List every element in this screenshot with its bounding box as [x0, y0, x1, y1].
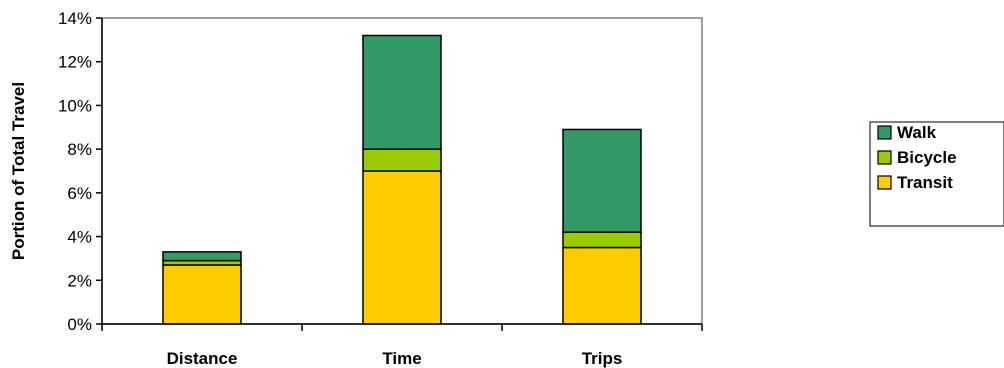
legend-frame — [869, 121, 1004, 227]
x-category-label: Trips — [582, 349, 623, 368]
y-tick-label: 6% — [67, 184, 92, 203]
bar-transit-trips — [562, 246, 642, 325]
legend: Walk Bicycle Transit — [869, 121, 1004, 227]
y-tick-label: 12% — [58, 53, 92, 72]
x-category-label: Distance — [167, 349, 238, 368]
y-axis-ticks: 0% 2% 4% 6% 8% 10% 12% 14% — [58, 9, 102, 334]
bar-walk-distance — [162, 251, 242, 262]
bar-transit-distance — [162, 264, 242, 325]
legend-swatch-walk — [877, 125, 892, 140]
bar-bicycle-trips — [562, 231, 642, 249]
y-tick-label: 14% — [58, 9, 92, 28]
bar-bicycle-time — [362, 148, 442, 172]
x-axis-ticks: Distance Time Trips — [101, 324, 703, 368]
y-tick-label: 0% — [67, 315, 92, 334]
bar-walk-time — [362, 34, 442, 150]
y-tick-label: 2% — [67, 271, 92, 290]
bar-walk-trips — [562, 128, 642, 233]
legend-label-transit: Transit — [897, 173, 953, 192]
y-axis-label: Portion of Total Travel — [9, 82, 28, 260]
bars — [162, 34, 642, 325]
x-category-label: Time — [382, 349, 421, 368]
y-tick-label: 4% — [67, 228, 92, 247]
legend-swatch-bicycle — [877, 150, 892, 165]
legend-label-walk: Walk — [897, 123, 937, 142]
legend-swatch-transit — [877, 175, 892, 190]
y-tick-label: 8% — [67, 140, 92, 159]
bar-transit-time — [362, 170, 442, 325]
legend-label-bicycle: Bicycle — [897, 148, 957, 167]
y-tick-label: 10% — [58, 96, 92, 115]
